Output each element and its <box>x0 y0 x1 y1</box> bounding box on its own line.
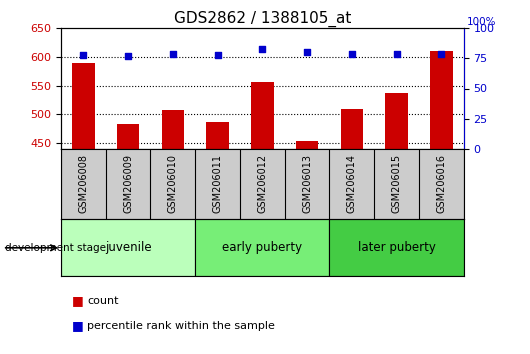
Text: early puberty: early puberty <box>222 241 303 254</box>
Bar <box>162 110 184 149</box>
Point <box>214 52 222 58</box>
Bar <box>430 51 453 149</box>
Bar <box>61 219 195 276</box>
Bar <box>341 109 363 149</box>
Title: GDS2862 / 1388105_at: GDS2862 / 1388105_at <box>174 11 351 27</box>
Text: percentile rank within the sample: percentile rank within the sample <box>87 321 275 331</box>
Text: development stage: development stage <box>5 243 107 253</box>
Text: GSM206014: GSM206014 <box>347 154 357 213</box>
Point <box>437 51 446 56</box>
Text: GSM206016: GSM206016 <box>436 154 446 213</box>
Text: GSM206013: GSM206013 <box>302 154 312 213</box>
Text: juvenile: juvenile <box>105 241 152 254</box>
Text: later puberty: later puberty <box>358 241 436 254</box>
Bar <box>385 92 408 149</box>
Point <box>79 52 87 58</box>
Point <box>169 51 177 56</box>
Text: GSM206008: GSM206008 <box>78 154 89 213</box>
Bar <box>296 141 319 149</box>
Bar <box>72 63 94 149</box>
Point <box>348 51 356 56</box>
Text: GSM206010: GSM206010 <box>168 154 178 213</box>
Point <box>258 46 267 52</box>
Bar <box>330 219 464 276</box>
Text: 100%: 100% <box>466 17 496 27</box>
Bar <box>117 124 139 149</box>
Text: GSM206009: GSM206009 <box>123 154 133 213</box>
Text: ■: ■ <box>72 295 83 307</box>
Bar <box>251 82 273 149</box>
Text: GSM206012: GSM206012 <box>258 154 267 213</box>
Text: count: count <box>87 296 119 306</box>
Point <box>303 50 311 55</box>
Text: ■: ■ <box>72 319 83 332</box>
Text: GSM206015: GSM206015 <box>392 154 402 213</box>
Bar <box>195 219 330 276</box>
Bar <box>206 122 229 149</box>
Text: GSM206011: GSM206011 <box>213 154 223 213</box>
Point <box>124 53 132 59</box>
Point <box>392 51 401 56</box>
